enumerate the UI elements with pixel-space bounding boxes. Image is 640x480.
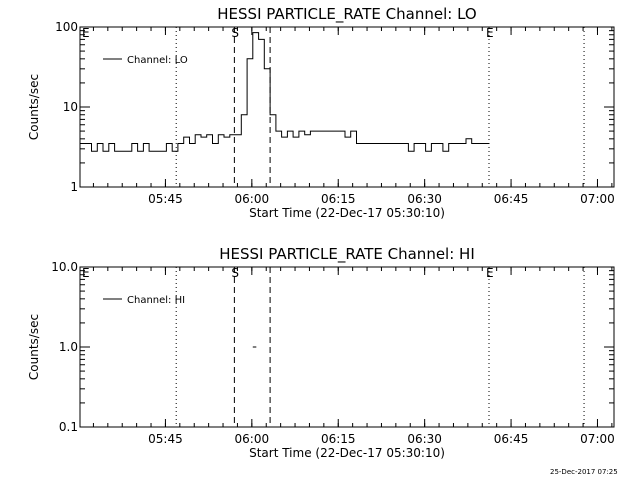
y-tick-label: 0.1	[59, 420, 78, 434]
y-axis-label: Counts/sec	[27, 74, 41, 140]
y-axis-label: Counts/sec	[27, 314, 41, 380]
x-tick-label: 06:15	[321, 192, 356, 206]
x-tick-label: 06:00	[235, 432, 270, 446]
y-tick-label: 1	[70, 180, 78, 194]
footer-timestamp: 25-Dec-2017 07:25	[550, 468, 618, 476]
x-tick-label: 06:45	[494, 432, 529, 446]
chart-title: HESSI PARTICLE_RATE Channel: HI	[219, 245, 475, 264]
x-tick-label: 06:15	[321, 432, 356, 446]
x-tick-label: 05:45	[148, 432, 183, 446]
panel-hi: HESSI PARTICLE_RATE Channel: HI 05:45 06:0…	[27, 245, 615, 460]
legend-entry: Channel: HI	[127, 295, 185, 306]
event-marker-label: E	[486, 266, 494, 280]
x-tick-label: 06:30	[407, 192, 442, 206]
x-tick-label: 05:45	[148, 192, 183, 206]
x-tick-label: 07:00	[580, 432, 615, 446]
event-marker-label: E	[486, 26, 494, 40]
y-tick-label: 100	[55, 20, 78, 34]
y-tick-label: 10.0	[51, 260, 78, 274]
y-tick-label: 10	[63, 100, 78, 114]
event-marker-label: S	[231, 26, 239, 40]
plot-frame	[79, 26, 615, 188]
event-marker-label: E	[82, 266, 90, 280]
series-line	[80, 32, 489, 152]
x-tick-label: 06:00	[235, 192, 270, 206]
x-axis-label: Start Time (22-Dec-17 05:30:10)	[249, 206, 445, 220]
x-axis-label: Start Time (22-Dec-17 05:30:10)	[249, 446, 445, 460]
event-marker-label: E	[82, 26, 90, 40]
panel-lo: HESSI PARTICLE_RATE Channel: LO 05:45 06:0…	[27, 5, 615, 220]
x-tick-label: 06:30	[407, 432, 442, 446]
chart-title: HESSI PARTICLE_RATE Channel: LO	[217, 5, 476, 24]
x-tick-label: 07:00	[580, 192, 615, 206]
x-tick-label: 06:45	[494, 192, 529, 206]
legend-entry: Channel: LO	[127, 55, 188, 66]
event-marker-label: S	[231, 266, 239, 280]
plot-frame	[79, 266, 615, 428]
y-tick-label: 1.0	[59, 340, 78, 354]
